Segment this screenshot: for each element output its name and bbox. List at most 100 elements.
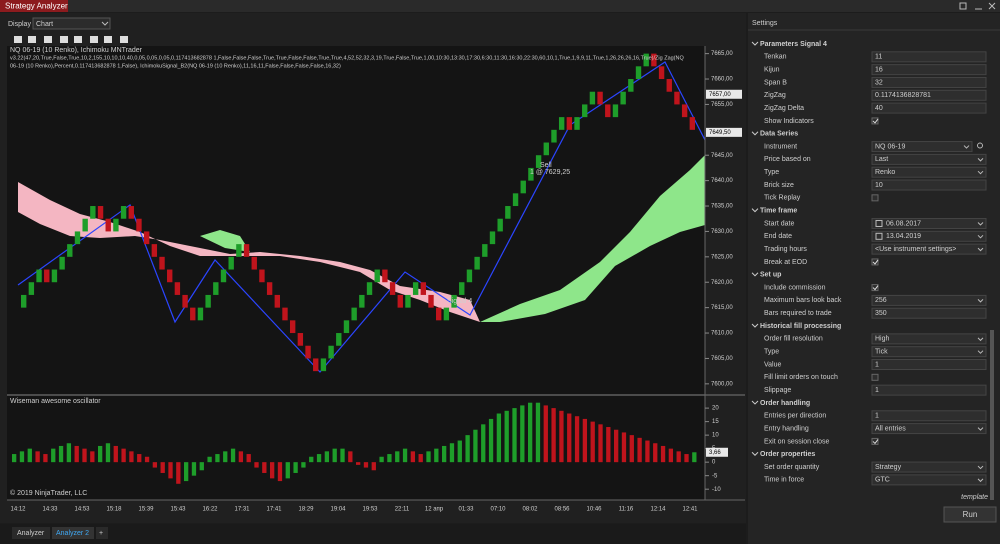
setting-label: Set order quantity <box>764 464 820 471</box>
x-tick-label: 19:04 <box>330 507 346 513</box>
tool-strategy[interactable] <box>104 36 112 43</box>
tool-bars[interactable] <box>14 36 22 43</box>
renko-brick <box>689 117 696 130</box>
renko-brick <box>666 79 672 92</box>
renko-brick <box>36 269 42 283</box>
setting-input[interactable] <box>871 64 987 76</box>
setting-input[interactable] <box>871 461 987 473</box>
tab[interactable] <box>12 527 50 539</box>
oscillator-bar <box>676 451 681 463</box>
tool-indicators[interactable] <box>28 36 36 43</box>
display-select[interactable] <box>32 17 111 30</box>
oscillator-bar <box>426 451 431 463</box>
tool-data-box[interactable] <box>120 36 128 43</box>
checkbox[interactable] <box>871 373 879 381</box>
renko-brick <box>605 104 611 118</box>
checkbox-checked[interactable] <box>871 437 879 445</box>
collapse-arrow[interactable] <box>751 400 759 405</box>
checkbox-checked[interactable] <box>871 284 879 292</box>
oscillator-bar <box>43 454 48 463</box>
price-panel <box>7 46 705 394</box>
price-marker-label: 7657,00 <box>709 92 731 98</box>
setting-input[interactable] <box>871 423 987 435</box>
oscillator-bar <box>598 424 603 463</box>
setting-input[interactable] <box>871 179 987 191</box>
window-tab[interactable] <box>0 0 68 12</box>
checkbox[interactable] <box>871 194 879 202</box>
renko-brick <box>113 218 119 232</box>
close-button[interactable] <box>988 2 996 10</box>
oscillator-bar <box>582 418 588 463</box>
setting-input[interactable] <box>871 384 987 396</box>
renko-brick <box>428 294 434 308</box>
collapse-arrow[interactable] <box>751 41 759 46</box>
setting-input[interactable] <box>871 102 987 114</box>
collapse-arrow[interactable] <box>751 323 759 328</box>
tool-draw[interactable] <box>44 36 52 43</box>
tool-zoom-out[interactable] <box>74 36 82 43</box>
collapse-arrow[interactable] <box>751 208 759 213</box>
setting-input[interactable] <box>871 333 987 345</box>
setting-label: Price based on <box>764 156 811 163</box>
renko-brick <box>366 282 373 295</box>
setting-label: Entry handling <box>764 425 809 432</box>
setting-input[interactable] <box>871 410 987 422</box>
renko-brick <box>28 282 35 295</box>
oscillator-bar <box>473 429 478 463</box>
setting-value: 1 <box>875 387 879 394</box>
renko-brick <box>105 218 111 232</box>
setting-input[interactable] <box>871 51 987 63</box>
setting-input[interactable] <box>871 141 973 153</box>
setting-value: 350 <box>875 310 887 317</box>
checkbox-checked[interactable] <box>871 258 879 266</box>
setting-input[interactable] <box>871 243 987 255</box>
oscillator-bar <box>465 435 470 463</box>
setting-input[interactable] <box>871 474 987 486</box>
setting-value: Tick <box>875 349 888 356</box>
y-tick-label: 7645,00 <box>711 153 733 159</box>
calendar-icon[interactable] <box>875 232 883 240</box>
copyright: © 2019 NinjaTrader, LLC <box>10 489 87 497</box>
oscillator-bar <box>301 462 306 468</box>
setting-input[interactable] <box>871 217 987 229</box>
setting-label: Value <box>764 361 781 368</box>
collapse-arrow[interactable] <box>751 451 759 456</box>
run-button[interactable] <box>943 506 997 523</box>
setting-value: Last <box>875 156 888 163</box>
collapse-arrow[interactable] <box>751 272 759 277</box>
checkbox-checked[interactable] <box>871 117 879 125</box>
oscillator-bar <box>176 462 181 484</box>
dropdown-arrow <box>977 299 984 303</box>
y-tick-label: 7620,00 <box>711 280 733 286</box>
setting-input[interactable] <box>871 346 987 358</box>
setting-value: 11 <box>875 54 882 61</box>
add-tab[interactable] <box>96 527 108 539</box>
setting-input[interactable] <box>871 294 987 306</box>
setting-input[interactable] <box>871 89 987 101</box>
oscillator-bar <box>121 448 126 463</box>
setting-input[interactable] <box>871 76 987 88</box>
setting-input[interactable] <box>871 359 987 370</box>
calendar-icon[interactable] <box>875 219 883 227</box>
restore-button[interactable] <box>959 2 967 10</box>
scrollbar[interactable] <box>990 330 994 500</box>
collapse-arrow[interactable] <box>751 131 759 136</box>
osc-tick-label: -10 <box>712 487 721 493</box>
setting-input[interactable] <box>871 307 987 319</box>
renko-brick <box>274 294 280 308</box>
search-icon[interactable] <box>977 142 983 149</box>
tab-active[interactable] <box>52 527 94 539</box>
template-link[interactable]: template <box>961 494 988 501</box>
x-tick-label: 12:41 <box>682 507 698 513</box>
oscillator-bar <box>191 462 197 476</box>
x-tick-label: 01:33 <box>458 507 474 513</box>
tool-zoom-in[interactable] <box>60 36 68 43</box>
setting-input[interactable] <box>871 166 987 178</box>
renko-brick <box>566 117 573 130</box>
checkmark <box>872 259 879 265</box>
setting-input[interactable] <box>871 230 987 242</box>
display-label: Display <box>8 21 31 28</box>
tool-properties[interactable] <box>90 36 98 43</box>
setting-input[interactable] <box>871 153 987 165</box>
zigzag-line <box>17 61 706 373</box>
